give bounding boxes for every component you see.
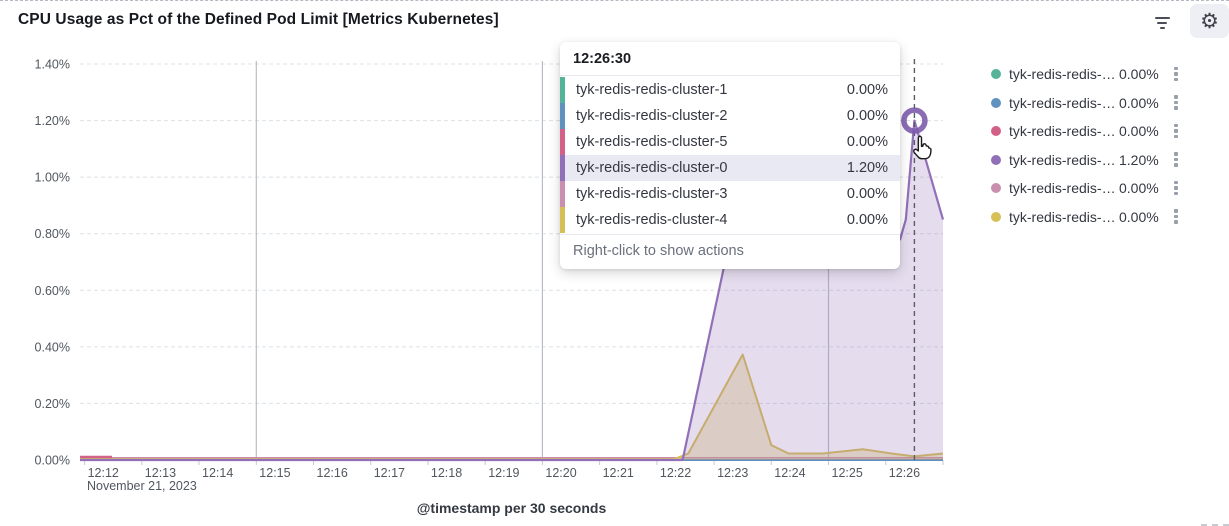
tooltip-series-color-bar [560,77,565,103]
tooltip-series-value: 0.00% [846,108,888,124]
panel-border-fragment [1201,521,1229,526]
tooltip-series-value: 0.00% [846,186,888,202]
legend-color-dot [991,154,1001,165]
y-tick-label: 0.20% [35,397,70,411]
tooltip-row[interactable]: tyk-redis-redis-cluster-1 0.00% [560,77,900,103]
x-tick-label: 12:20 [545,466,576,480]
x-tick-label: 12:25 [832,466,863,480]
tooltip-series-color-bar [560,207,565,233]
x-tick-label: 12:18 [431,466,462,480]
legend-list: tyk-redis-redis-cluster-10.00%tyk-redis-… [991,63,1180,228]
tooltip-series-name: tyk-redis-redis-cluster-3 [576,186,728,202]
legend-item[interactable]: tyk-redis-redis-cluster-30.00% [991,177,1180,199]
x-tick-label: 12:24 [774,466,805,480]
panel-title: CPU Usage as Pct of the Defined Pod Limi… [18,11,499,28]
legend-actions-button[interactable] [1172,178,1180,199]
tooltip-series-name: tyk-redis-redis-cluster-4 [576,212,728,228]
tooltip-series-value: 1.20% [846,160,888,176]
tooltip-series-color-bar [560,129,565,155]
legend-label: tyk-redis-redis-cluster-5 [1009,123,1116,139]
x-tick-label: 12:21 [603,466,634,480]
legend-actions-button[interactable] [1172,64,1180,85]
legend-color-dot [991,183,1001,193]
tooltip-footer-hint: Right-click to show actions [560,234,900,269]
y-tick-label: 0.60% [35,284,70,298]
y-tick-label: 0.80% [35,227,70,241]
tooltip-series-name: tyk-redis-redis-cluster-2 [576,108,728,124]
legend-value: 1.20% [1119,151,1159,168]
x-tick-label: 12:15 [259,466,290,480]
tooltip-series-value: 0.00% [846,134,888,150]
legend: tyk-redis-redis-cluster-10.00%tyk-redis-… [991,63,1180,228]
legend-color-dot [991,211,1001,222]
x-tick-label: 12:19 [488,466,519,480]
y-tick-label: 1.20% [35,114,70,128]
tooltip-series-color-bar [560,103,565,129]
x-tick-label: 12:26 [889,466,920,480]
y-tick-label: 1.00% [35,171,70,185]
tooltip-series-name: tyk-redis-redis-cluster-5 [576,134,728,150]
legend-color-dot [991,69,1001,79]
tooltip-series-value: 0.00% [846,82,888,98]
legend-label: tyk-redis-redis-cluster-0 [1009,151,1116,168]
legend-value: 0.00% [1119,94,1159,111]
legend-actions-button[interactable] [1172,121,1180,142]
x-tick-label: 12:16 [317,466,348,480]
x-tick-label: 12:13 [145,466,176,480]
tooltip-series-name: tyk-redis-redis-cluster-1 [576,82,728,98]
tooltip-row[interactable]: tyk-redis-redis-cluster-2 0.00% [560,103,900,129]
legend-color-dot [991,126,1001,136]
tooltip-series-value: 0.00% [846,212,888,228]
panel-settings-button[interactable]: ⚙ [1190,4,1229,38]
legend-item[interactable]: tyk-redis-redis-cluster-20.00% [991,92,1180,114]
legend-value: 0.00% [1119,123,1159,139]
legend-label: tyk-redis-redis-cluster-1 [1009,66,1116,82]
x-tick-label: 12:14 [202,466,233,480]
tooltip-row[interactable]: tyk-redis-redis-cluster-5 0.00% [560,129,900,155]
tooltip-series-name: tyk-redis-redis-cluster-0 [576,160,728,176]
legend-item[interactable]: tyk-redis-redis-cluster-50.00% [991,120,1180,142]
legend-label: tyk-redis-redis-cluster-2 [1009,94,1116,111]
legend-item[interactable]: tyk-redis-redis-cluster-10.00% [991,63,1180,85]
legend-value: 0.00% [1119,66,1159,82]
legend-label: tyk-redis-redis-cluster-4 [1009,208,1116,225]
tooltip-time-header: 12:26:30 [560,42,900,76]
legend-actions-button[interactable] [1172,206,1180,227]
x-tick-label: 12:22 [660,466,691,480]
y-tick-label: 1.40% [35,58,70,72]
tooltip-rows: tyk-redis-redis-cluster-1 0.00% tyk-redis-… [560,76,900,234]
legend-label: tyk-redis-redis-cluster-3 [1009,180,1116,196]
tooltip-row[interactable]: tyk-redis-redis-cluster-0 1.20% [560,155,900,181]
legend-item[interactable]: tyk-redis-redis-cluster-40.00% [991,206,1180,228]
legend-actions-button[interactable] [1172,92,1180,113]
x-axis-title: @timestamp per 30 seconds [416,500,607,516]
legend-color-dot [991,97,1001,108]
x-tick-label: 12:23 [717,466,748,480]
gear-icon: ⚙ [1200,9,1219,33]
tooltip-series-color-bar [560,155,565,181]
tooltip-row[interactable]: tyk-redis-redis-cluster-4 0.00% [560,207,900,233]
legend-item[interactable]: tyk-redis-redis-cluster-01.20% [991,149,1180,171]
x-tick-label: 12:12 [88,466,119,480]
tooltip-series-color-bar [560,181,565,207]
hovered-point-marker [901,107,928,134]
x-tick-label: 12:17 [374,466,405,480]
x-axis-date-label: November 21, 2023 [87,479,197,493]
tooltip-row[interactable]: tyk-redis-redis-cluster-3 0.00% [560,181,900,207]
series-area-tyk-redis-redis-cluster-0 [80,78,943,460]
legend-value: 0.00% [1119,180,1159,196]
legend-actions-button[interactable] [1172,149,1180,170]
series-area-tyk-redis-redis-cluster-4 [80,355,943,460]
chart-tooltip: 12:26:30 tyk-redis-redis-cluster-1 0.00% t… [560,42,900,269]
y-tick-label: 0.00% [35,454,70,468]
legend-value: 0.00% [1119,208,1159,225]
filter-icon[interactable] [1150,12,1174,34]
y-tick-label: 0.40% [35,340,70,354]
